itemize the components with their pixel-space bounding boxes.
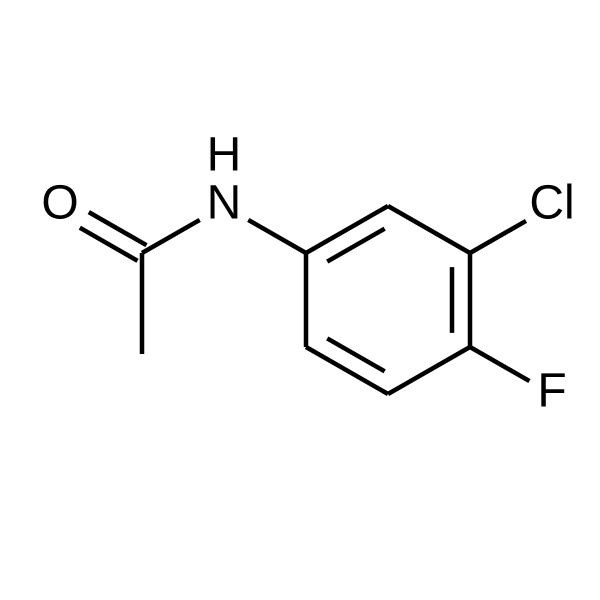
bond-line [248, 220, 306, 253]
atom-label-h: H [207, 129, 242, 182]
bond-line [388, 206, 470, 253]
bond-line [388, 347, 470, 394]
bond-line [470, 221, 526, 253]
molecule-diagram: O NH Cl F [0, 0, 600, 600]
atom-label-o: O [41, 177, 78, 230]
bond-line [306, 347, 388, 394]
bond-line [142, 220, 200, 253]
atom-label-n: N [207, 177, 242, 230]
bond-line [470, 347, 529, 381]
atom-label-cl: Cl [529, 177, 574, 230]
bond-line [306, 206, 388, 253]
atom-label-f: F [537, 365, 566, 418]
